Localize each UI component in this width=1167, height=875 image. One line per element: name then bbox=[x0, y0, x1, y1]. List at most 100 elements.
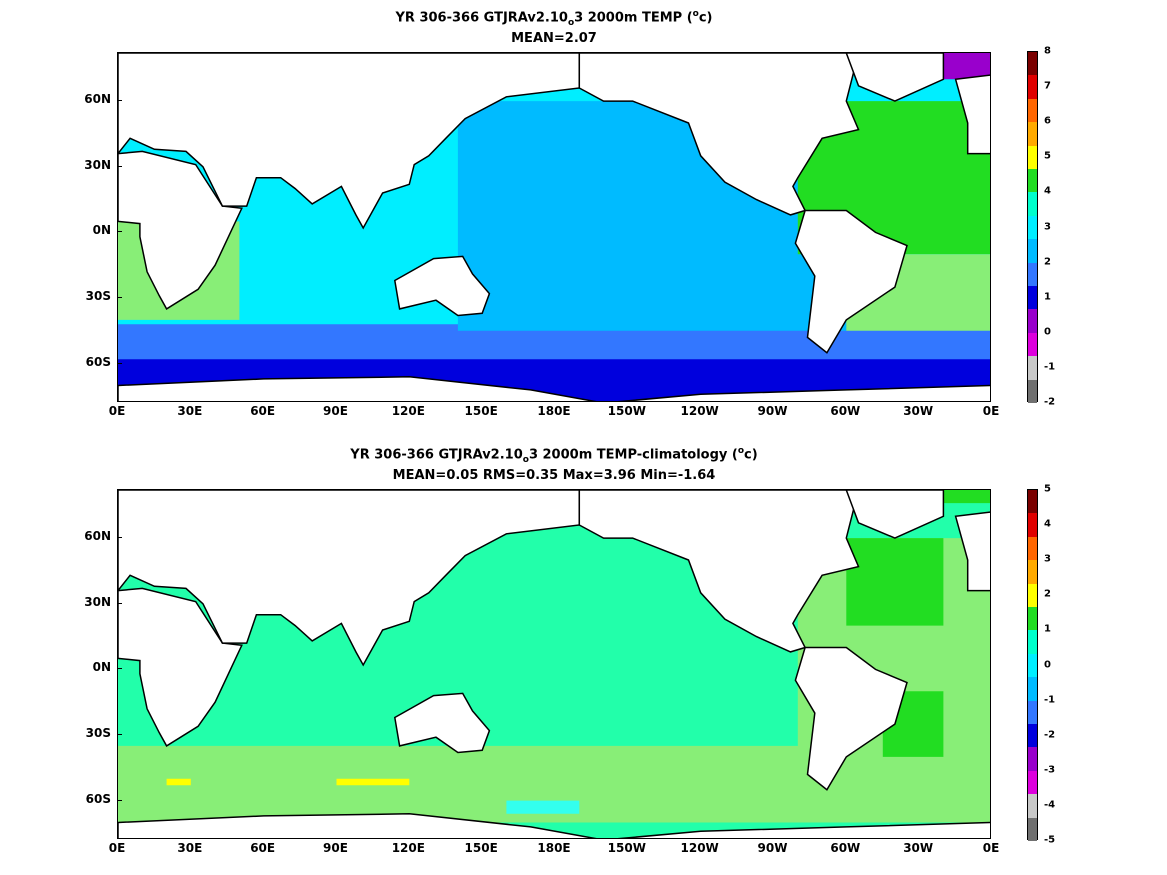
colorbar-segment bbox=[1028, 490, 1037, 514]
y-tick-mark bbox=[117, 297, 122, 298]
x-tick-label: 120W bbox=[680, 404, 719, 418]
top-map-plot bbox=[117, 52, 991, 402]
x-tick-label: 120W bbox=[680, 841, 719, 855]
y-tick-mark bbox=[117, 602, 122, 604]
colorbar-segment bbox=[1028, 817, 1037, 842]
bottom-title-sub: o bbox=[522, 454, 529, 465]
colorbar-segment bbox=[1028, 536, 1037, 561]
colorbar-label: 4 bbox=[1044, 518, 1051, 530]
x-tick-label: 180E bbox=[537, 404, 571, 418]
bottom-colorbar bbox=[1027, 489, 1038, 842]
colorbar-segment bbox=[1028, 192, 1037, 217]
y-tick-label: 30S bbox=[85, 726, 111, 740]
colorbar-segment bbox=[1028, 653, 1037, 678]
x-tick-label: 90W bbox=[757, 404, 788, 418]
land-antarctica bbox=[118, 813, 990, 838]
top-title-sup: o bbox=[692, 9, 699, 19]
colorbar-label: 1 bbox=[1044, 291, 1051, 303]
land-greenland bbox=[845, 490, 945, 539]
top-chart-subtitle: MEAN=2.07 bbox=[511, 31, 597, 46]
colorbar-segment bbox=[1028, 794, 1037, 819]
x-tick-label: 0E bbox=[108, 404, 126, 418]
colorbar-segment bbox=[1028, 747, 1037, 772]
y-tick-label: 60S bbox=[85, 354, 111, 369]
y-tick-mark bbox=[117, 165, 122, 167]
top-chart-title: YR 306-366 GTJRAv2.10o3 2000m TEMP (oc) bbox=[117, 6, 991, 31]
colorbar-segment bbox=[1028, 560, 1037, 585]
colorbar-segment bbox=[1028, 583, 1037, 608]
y-tick-label: 60N bbox=[84, 529, 111, 544]
colorbar-label: 2 bbox=[1044, 256, 1051, 268]
y-tick-mark bbox=[117, 100, 122, 102]
top-title-suffix: 3 2000m TEMP ( bbox=[574, 10, 693, 26]
y-tick-mark bbox=[117, 734, 122, 735]
land-africa bbox=[118, 150, 243, 310]
x-tick-label: 150E bbox=[464, 841, 498, 855]
anom-yellow-2 bbox=[166, 778, 191, 786]
bottom-title-end: c) bbox=[744, 447, 758, 463]
top-colorbar bbox=[1027, 51, 1038, 404]
x-tick-label: 30W bbox=[903, 841, 934, 855]
x-tick-label: 90W bbox=[757, 841, 788, 855]
land-greenland bbox=[845, 53, 945, 102]
bottom-title-suffix: 3 2000m TEMP-climatology ( bbox=[528, 447, 738, 463]
colorbar-label: 7 bbox=[1044, 80, 1051, 92]
y-tick-mark bbox=[117, 537, 122, 539]
x-tick-label: 0E bbox=[982, 841, 1000, 855]
x-tick-label: 60E bbox=[250, 404, 276, 418]
colorbar-segment bbox=[1028, 700, 1037, 725]
anom-atl-north bbox=[846, 538, 944, 626]
x-tick-label: 120E bbox=[391, 841, 425, 855]
colorbar-label: -1 bbox=[1044, 694, 1056, 706]
y-tick-label: 30N bbox=[84, 157, 111, 172]
colorbar-label: -4 bbox=[1044, 799, 1056, 811]
x-tick-label: 0E bbox=[982, 404, 1000, 418]
colorbar-label: 0 bbox=[1044, 326, 1051, 338]
colorbar-label: 1 bbox=[1044, 623, 1051, 635]
y-tick-label: 60N bbox=[84, 92, 111, 107]
colorbar-label: 3 bbox=[1044, 221, 1051, 232]
colorbar-segment bbox=[1028, 262, 1037, 287]
colorbar-segment bbox=[1028, 215, 1037, 240]
colorbar-segment bbox=[1028, 630, 1037, 655]
colorbar-segment bbox=[1028, 98, 1037, 123]
top-map-svg bbox=[118, 53, 990, 401]
x-tick-label: 30E bbox=[177, 404, 203, 418]
top-title-sub: o bbox=[567, 17, 575, 28]
colorbar-segment bbox=[1028, 356, 1037, 381]
y-tick-label: 60S bbox=[85, 791, 111, 806]
y-tick-label: 30N bbox=[84, 594, 111, 609]
anom-yellow-1 bbox=[336, 778, 410, 786]
land-australia bbox=[393, 692, 491, 754]
x-tick-label: 120E bbox=[391, 404, 425, 418]
x-tick-label: 90E bbox=[323, 841, 348, 855]
top-title-main: YR 306-366 GTJRAv2.10 bbox=[395, 10, 568, 26]
land-samerica bbox=[794, 646, 908, 791]
colorbar-segment bbox=[1028, 169, 1037, 193]
land-africa bbox=[118, 587, 243, 747]
land-europe2 bbox=[954, 74, 990, 155]
colorbar-segment bbox=[1028, 677, 1037, 702]
colorbar-segment bbox=[1028, 239, 1037, 264]
x-tick-label: 180E bbox=[537, 841, 571, 855]
land-eurasia bbox=[118, 490, 581, 667]
anom-cyan bbox=[506, 800, 580, 814]
colorbar-label: 3 bbox=[1044, 553, 1051, 565]
anom-south-band bbox=[118, 745, 990, 823]
land-antarctica bbox=[118, 376, 990, 401]
y-tick-mark bbox=[117, 799, 122, 801]
bottom-title-sup: o bbox=[737, 446, 745, 456]
colorbar-label: -5 bbox=[1044, 834, 1056, 846]
colorbar-label: -3 bbox=[1044, 764, 1056, 776]
colorbar-label: 5 bbox=[1044, 483, 1051, 495]
x-tick-label: 0E bbox=[108, 841, 126, 855]
colorbar-segment bbox=[1028, 286, 1037, 310]
bottom-map-svg bbox=[118, 490, 990, 838]
x-tick-label: 60W bbox=[830, 404, 861, 418]
colorbar-label: -2 bbox=[1044, 396, 1056, 408]
colorbar-segment bbox=[1028, 770, 1037, 795]
colorbar-label: 6 bbox=[1044, 115, 1051, 127]
land-samerica bbox=[794, 209, 908, 354]
colorbar-label: -2 bbox=[1044, 729, 1056, 741]
colorbar-segment bbox=[1028, 52, 1037, 76]
